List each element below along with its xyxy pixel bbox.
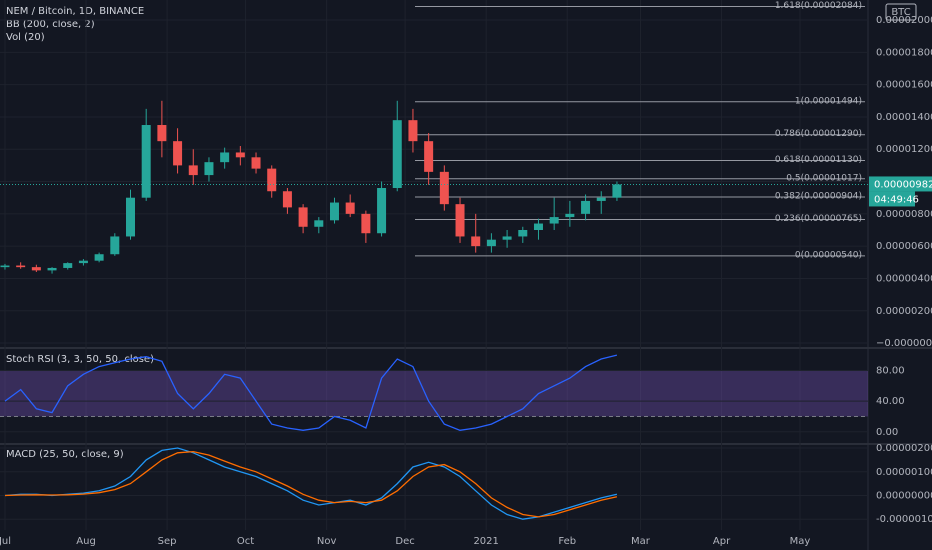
fib-label: 0.382(0.00000904) [775,192,862,202]
indicator-legend[interactable]: Stoch RSI (3, 3, 50, 50, close) [6,354,154,365]
fib-label: 0(0.00000540) [795,250,862,260]
indicator-line [4,447,618,520]
fib-label: 1(0.00001494) [795,96,862,106]
candle-body [94,254,104,261]
y-tick-label: 0.00001400 [876,112,932,123]
candle-body [141,125,151,198]
candle-body [157,125,167,142]
symbol-title[interactable]: NEM / Bitcoin, 1D, BINANCE [6,6,144,17]
y-tick-label: 0.00000600 [876,241,932,252]
candle-body [518,230,528,237]
x-tick-label: Jul [0,536,11,547]
candle-body [533,223,543,230]
candle-body [612,184,622,198]
indicator-line [4,354,618,431]
x-tick-label: Apr [713,536,731,547]
candle-body [361,213,371,234]
candle-body [377,188,387,234]
y-tick-label: 0.00000000 [876,491,932,502]
candle-body [47,267,57,271]
y-tick-label: 0.00 [876,427,898,438]
candle-body [549,217,559,224]
candle-body [282,191,292,208]
indicator-line [4,450,618,518]
x-tick-label: Dec [395,536,414,547]
y-tick-label: 0.00001200 [876,144,932,155]
candle-body [220,152,230,163]
candle-body [455,204,465,237]
candle-body [502,236,512,240]
candle-body [267,168,277,192]
candle-body [424,141,434,172]
candle-body [471,236,481,247]
candle-body [329,202,339,221]
y-tick-label: 0.00000200 [876,306,932,317]
candle-body [298,207,308,227]
y-tick-label: 80.00 [876,365,905,376]
countdown-box [869,191,915,207]
candle-body [0,265,10,268]
candle-body [392,120,402,189]
candle-body [251,157,261,169]
fib-label: 0.618(0.00001130) [775,155,862,165]
fib-label: 0.5(0.00001017) [786,173,862,183]
x-tick-label: Feb [558,536,576,547]
candle-body [126,197,136,237]
candle-body [204,162,214,176]
candle-body [16,265,26,268]
x-tick-label: Nov [317,536,337,547]
candle-body [408,120,418,142]
fib-label: 0.236(0.00000765) [775,214,862,224]
candle-body [596,197,606,201]
y-tick-label: 0.00002000 [876,15,932,26]
x-tick-label: May [790,536,811,547]
y-tick-label: 0.00000800 [876,209,932,220]
candle-body [345,202,355,214]
x-tick-label: 2021 [473,536,498,547]
y-tick-label: 40.00 [876,396,905,407]
candle-body [173,141,183,166]
y-tick-label: 0.00001600 [876,80,932,91]
fib-label: 0.786(0.00001290) [775,129,862,139]
fib-label: 1.618(0.00002084) [775,1,862,11]
last-price-box [869,176,932,192]
x-tick-label: Aug [76,536,96,547]
y-tick-label: 0.00000400 [876,273,932,284]
last-price-label: 0.00000982 [874,179,932,190]
candle-body [565,213,575,218]
currency-label[interactable]: BTC [891,7,910,18]
candle-body [63,263,73,268]
candle-body [110,236,120,255]
y-tick-label: 0.00001800 [876,47,932,58]
candle-body [235,152,245,158]
candle-body [581,200,591,214]
candle-body [78,260,88,264]
candle-body [188,165,198,176]
x-tick-label: Mar [631,536,651,547]
candle-body [31,267,41,271]
indicator-legend[interactable]: MACD (25, 50, close, 9) [6,449,124,460]
countdown-label: 04:49:46 [874,194,919,205]
x-tick-label: Sep [158,536,177,547]
candle-body [439,171,449,205]
candle-body [486,239,496,247]
y-tick-label: −0.00000000 [876,338,932,349]
y-tick-label: -0.00000100 [876,514,932,525]
y-tick-label: 0.00000100 [876,467,932,478]
x-tick-label: Oct [237,536,254,547]
currency-box[interactable] [885,3,917,21]
indicator-legend[interactable]: BB (200, close, 2) [6,19,95,30]
candle-body [314,220,324,227]
indicator-legend[interactable]: Vol (20) [6,32,45,43]
y-tick-label: 0.00000200 [876,443,932,454]
